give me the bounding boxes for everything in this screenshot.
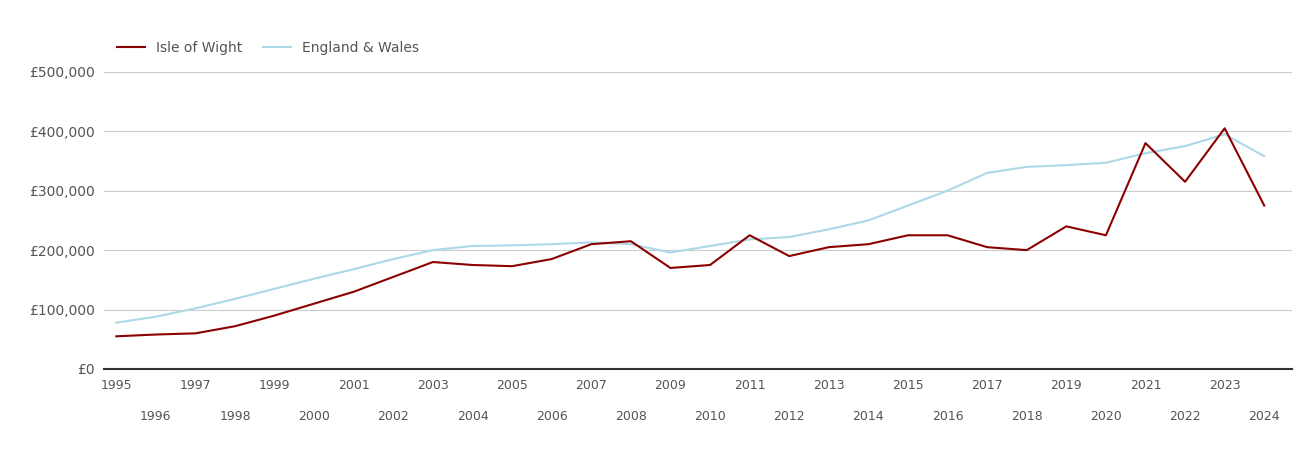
- Text: 2000: 2000: [299, 410, 330, 423]
- Isle of Wight: [900, 233, 916, 238]
- Text: 2008: 2008: [615, 410, 647, 423]
- Isle of Wight: [425, 259, 441, 265]
- Isle of Wight: [108, 333, 124, 339]
- England & Wales: [1019, 164, 1035, 170]
- Text: 2016: 2016: [932, 410, 963, 423]
- Isle of Wight: [227, 324, 243, 329]
- England & Wales: [1058, 162, 1074, 168]
- Isle of Wight: [266, 313, 282, 318]
- England & Wales: [266, 286, 282, 292]
- Text: 2002: 2002: [377, 410, 410, 423]
- Text: 2004: 2004: [457, 410, 488, 423]
- England & Wales: [227, 296, 243, 302]
- Isle of Wight: [821, 244, 837, 250]
- England & Wales: [1098, 160, 1113, 166]
- Isle of Wight: [346, 289, 361, 294]
- Text: 2012: 2012: [774, 410, 805, 423]
- Text: 2020: 2020: [1090, 410, 1122, 423]
- England & Wales: [900, 203, 916, 208]
- Isle of Wight: [1257, 203, 1272, 208]
- Isle of Wight: [1216, 126, 1232, 131]
- Text: 2014: 2014: [852, 410, 885, 423]
- Text: 1996: 1996: [140, 410, 172, 423]
- England & Wales: [425, 248, 441, 253]
- Isle of Wight: [663, 265, 679, 270]
- Isle of Wight: [940, 233, 955, 238]
- Isle of Wight: [1098, 233, 1113, 238]
- England & Wales: [108, 320, 124, 325]
- England & Wales: [663, 250, 679, 255]
- Isle of Wight: [544, 256, 560, 262]
- England & Wales: [188, 306, 204, 311]
- England & Wales: [544, 242, 560, 247]
- England & Wales: [583, 240, 599, 245]
- England & Wales: [504, 243, 519, 248]
- Isle of Wight: [583, 242, 599, 247]
- Isle of Wight: [188, 331, 204, 336]
- England & Wales: [385, 256, 401, 262]
- Legend: Isle of Wight, England & Wales: Isle of Wight, England & Wales: [111, 36, 424, 61]
- England & Wales: [1177, 144, 1193, 149]
- Line: Isle of Wight: Isle of Wight: [116, 128, 1265, 336]
- Isle of Wight: [1058, 224, 1074, 229]
- Isle of Wight: [504, 264, 519, 269]
- Text: 1998: 1998: [219, 410, 251, 423]
- England & Wales: [940, 188, 955, 194]
- Isle of Wight: [782, 253, 797, 259]
- England & Wales: [782, 234, 797, 240]
- England & Wales: [346, 266, 361, 272]
- Isle of Wight: [147, 332, 163, 337]
- Isle of Wight: [385, 274, 401, 279]
- Isle of Wight: [741, 233, 757, 238]
- England & Wales: [821, 227, 837, 232]
- Isle of Wight: [465, 262, 480, 268]
- Line: England & Wales: England & Wales: [116, 134, 1265, 323]
- England & Wales: [1138, 151, 1154, 156]
- Isle of Wight: [702, 262, 718, 268]
- Isle of Wight: [1019, 248, 1035, 253]
- Text: 2022: 2022: [1169, 410, 1201, 423]
- Text: 2018: 2018: [1011, 410, 1043, 423]
- England & Wales: [979, 170, 994, 176]
- Text: 2006: 2006: [536, 410, 568, 423]
- England & Wales: [465, 243, 480, 249]
- Isle of Wight: [1138, 140, 1154, 146]
- England & Wales: [147, 314, 163, 319]
- Isle of Wight: [860, 242, 876, 247]
- England & Wales: [622, 242, 638, 247]
- Isle of Wight: [307, 301, 322, 306]
- England & Wales: [702, 243, 718, 249]
- Isle of Wight: [622, 238, 638, 244]
- England & Wales: [307, 276, 322, 281]
- England & Wales: [741, 237, 757, 242]
- Isle of Wight: [979, 244, 994, 250]
- Isle of Wight: [1177, 179, 1193, 184]
- England & Wales: [1216, 131, 1232, 137]
- Text: 2010: 2010: [694, 410, 726, 423]
- Text: 2024: 2024: [1249, 410, 1280, 423]
- England & Wales: [860, 218, 876, 223]
- England & Wales: [1257, 153, 1272, 159]
